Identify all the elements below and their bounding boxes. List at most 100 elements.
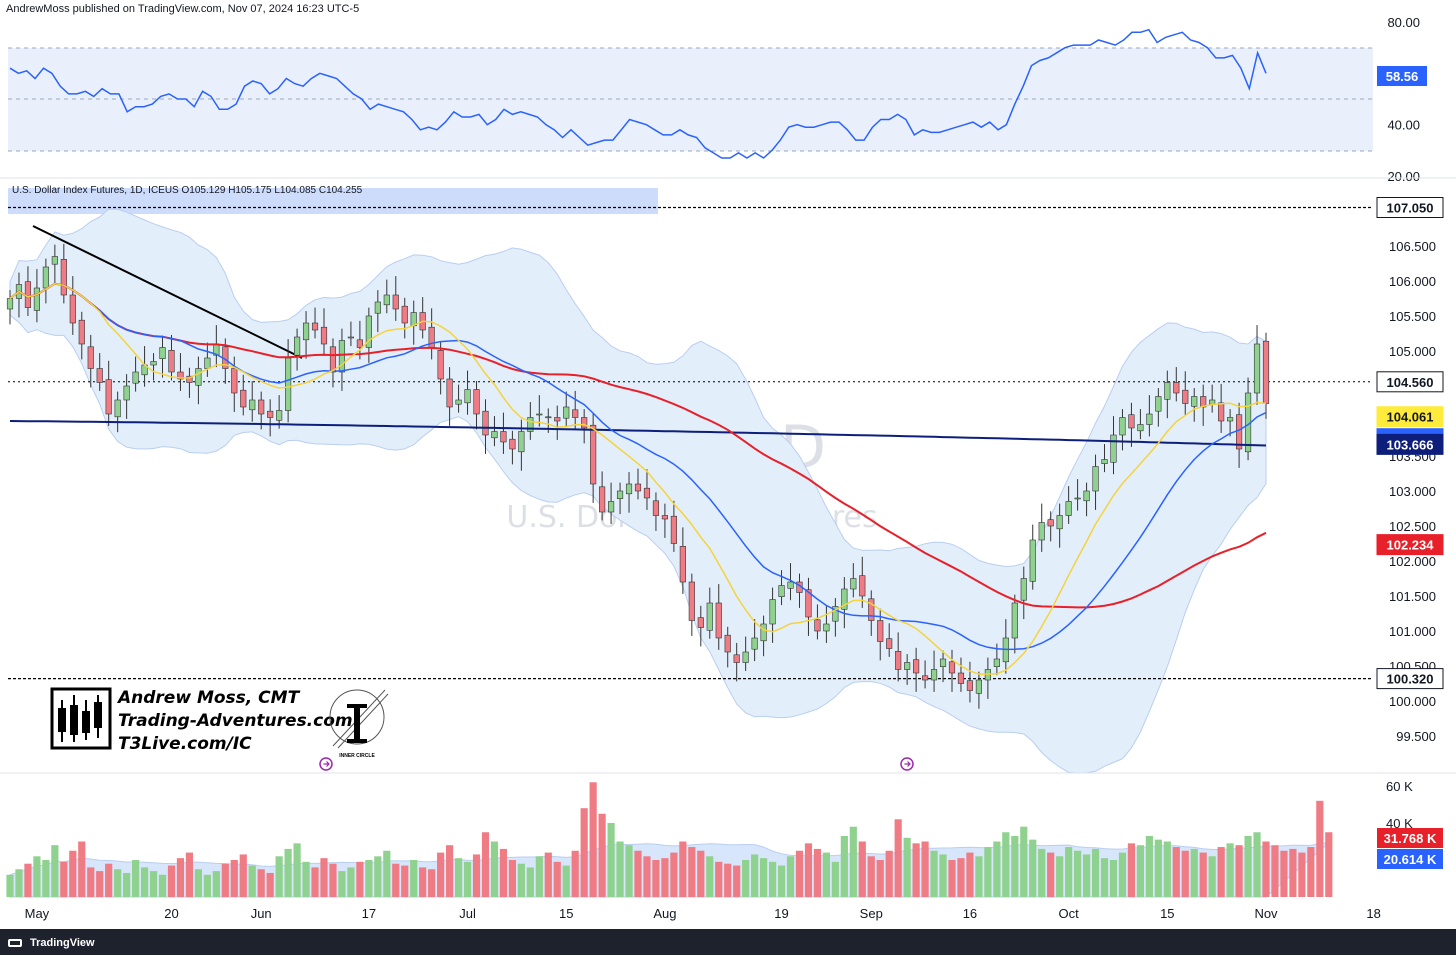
volume-bar xyxy=(607,823,615,897)
price-tick-label: 101.000 xyxy=(1389,624,1436,639)
price-pane[interactable]: U.S. Dollar Index Futures, 1D, ICEUS O10… xyxy=(6,185,1444,774)
candle-body xyxy=(590,424,597,485)
candle-body xyxy=(383,294,390,306)
candle-body xyxy=(661,515,668,520)
volume-bar xyxy=(347,867,355,897)
brand-link[interactable]: T3Live.com/IC xyxy=(118,734,252,754)
volume-bar xyxy=(1091,848,1100,897)
volume-bar xyxy=(167,865,176,897)
candle-body xyxy=(1110,434,1117,463)
volume-bar xyxy=(643,856,651,897)
volume-tick-label: 40 K xyxy=(1386,816,1413,831)
volume-bar xyxy=(437,852,445,897)
candle-body xyxy=(886,638,893,649)
trendline[interactable] xyxy=(32,225,303,359)
event-marker-icon[interactable] xyxy=(319,757,333,771)
volume-bar xyxy=(499,848,508,897)
brand-site: Trading-Adventures.com xyxy=(118,711,353,731)
candle-body xyxy=(733,654,740,663)
candle-body xyxy=(832,606,839,622)
tradingview-logo-icon xyxy=(8,938,22,947)
candle-body xyxy=(231,368,238,394)
volume-bar xyxy=(724,863,732,897)
chart-canvas[interactable]: 80.00 40.00 20.00 58.56 U.S. Dollar Index … xyxy=(0,0,1456,929)
time-tick-label: 17 xyxy=(362,906,376,921)
rsi-value-label: 58.56 xyxy=(1386,69,1419,84)
volume-bar xyxy=(921,841,929,897)
candle-body xyxy=(1218,402,1225,422)
candle-body xyxy=(1262,340,1270,404)
volume-bar xyxy=(257,869,265,897)
candle-body xyxy=(1146,413,1153,425)
volume-bar xyxy=(1226,843,1234,897)
volume-bar xyxy=(795,850,804,897)
candle-body xyxy=(975,679,982,694)
candle-body xyxy=(365,315,372,348)
candle-body xyxy=(922,675,929,681)
volume-bar xyxy=(51,845,59,897)
volume-bar xyxy=(24,863,32,897)
volume-bar xyxy=(562,865,570,897)
volume-bar xyxy=(957,858,965,897)
candle-body xyxy=(500,431,507,443)
candle-body xyxy=(1164,382,1171,400)
volume-bar xyxy=(885,850,893,897)
candle-body xyxy=(482,410,489,436)
volume-bar xyxy=(1235,845,1243,897)
horizontal-levels[interactable] xyxy=(8,206,1373,680)
price-tags: 107.050104.560104.061103.747103.666102.2… xyxy=(1376,197,1444,690)
volume-pane[interactable]: 60 K 40 K 31.768 K 20.614 K xyxy=(6,779,1443,898)
price-axis[interactable]: 107.000106.500106.000105.500105.000104.5… xyxy=(1389,204,1436,744)
volume-bar xyxy=(939,854,947,897)
volume-bar xyxy=(1217,847,1225,897)
candle-body xyxy=(356,339,363,348)
volume-bar xyxy=(813,848,822,897)
price-tick-label: 103.000 xyxy=(1389,484,1436,499)
candle-body xyxy=(276,410,283,421)
volume-bar xyxy=(275,856,283,897)
candle-body xyxy=(913,659,920,674)
volume-bar xyxy=(966,852,974,897)
rsi-pane[interactable]: 80.00 40.00 20.00 58.56 xyxy=(8,15,1427,184)
candle-body xyxy=(1011,602,1018,639)
time-tick-label: May xyxy=(25,906,50,921)
volume-bar xyxy=(1154,839,1162,897)
event-marker-icon[interactable] xyxy=(900,757,914,771)
time-tick-label: 16 xyxy=(963,906,977,921)
volume-bar xyxy=(114,869,122,897)
volume-bar xyxy=(356,861,364,897)
volume-tag-red xyxy=(1377,828,1443,848)
volume-bar xyxy=(688,847,696,897)
volume-bar xyxy=(975,856,983,897)
candle-body xyxy=(1020,578,1027,601)
sma-10-line xyxy=(9,282,1267,675)
price-tick-label: 106.000 xyxy=(1389,274,1436,289)
price-tag xyxy=(1376,534,1444,556)
candle-body xyxy=(787,581,794,589)
volume-bar xyxy=(1325,832,1333,897)
candle-body xyxy=(1191,396,1198,407)
candle-body xyxy=(347,336,354,339)
time-tick-label: Aug xyxy=(653,906,676,921)
candle-body xyxy=(1253,343,1261,394)
candle-body xyxy=(1227,417,1234,422)
candle-body xyxy=(437,349,444,380)
volume-bar xyxy=(876,860,884,897)
volume-bar xyxy=(589,782,597,897)
volume-bar xyxy=(33,856,41,897)
volume-bar xyxy=(1181,850,1189,897)
volume-bar xyxy=(1056,856,1064,897)
footer-brand[interactable]: TradingView xyxy=(30,937,95,949)
price-tick-label: 99.500 xyxy=(1396,729,1436,744)
candle-body xyxy=(850,578,857,590)
candle-body xyxy=(1056,515,1063,530)
volume-bar xyxy=(697,850,705,897)
time-axis[interactable]: May 20 Jun 17 Jul 15 Aug 19 Sep 16 Oct 15 Nov 18 xyxy=(25,906,1381,921)
candle-body xyxy=(6,298,14,310)
volume-bar xyxy=(1244,835,1252,897)
volume-bar xyxy=(320,858,328,897)
candle-body xyxy=(778,585,785,597)
volume-bar xyxy=(1145,835,1153,897)
volume-bar xyxy=(248,865,256,897)
candle-body xyxy=(96,368,103,383)
